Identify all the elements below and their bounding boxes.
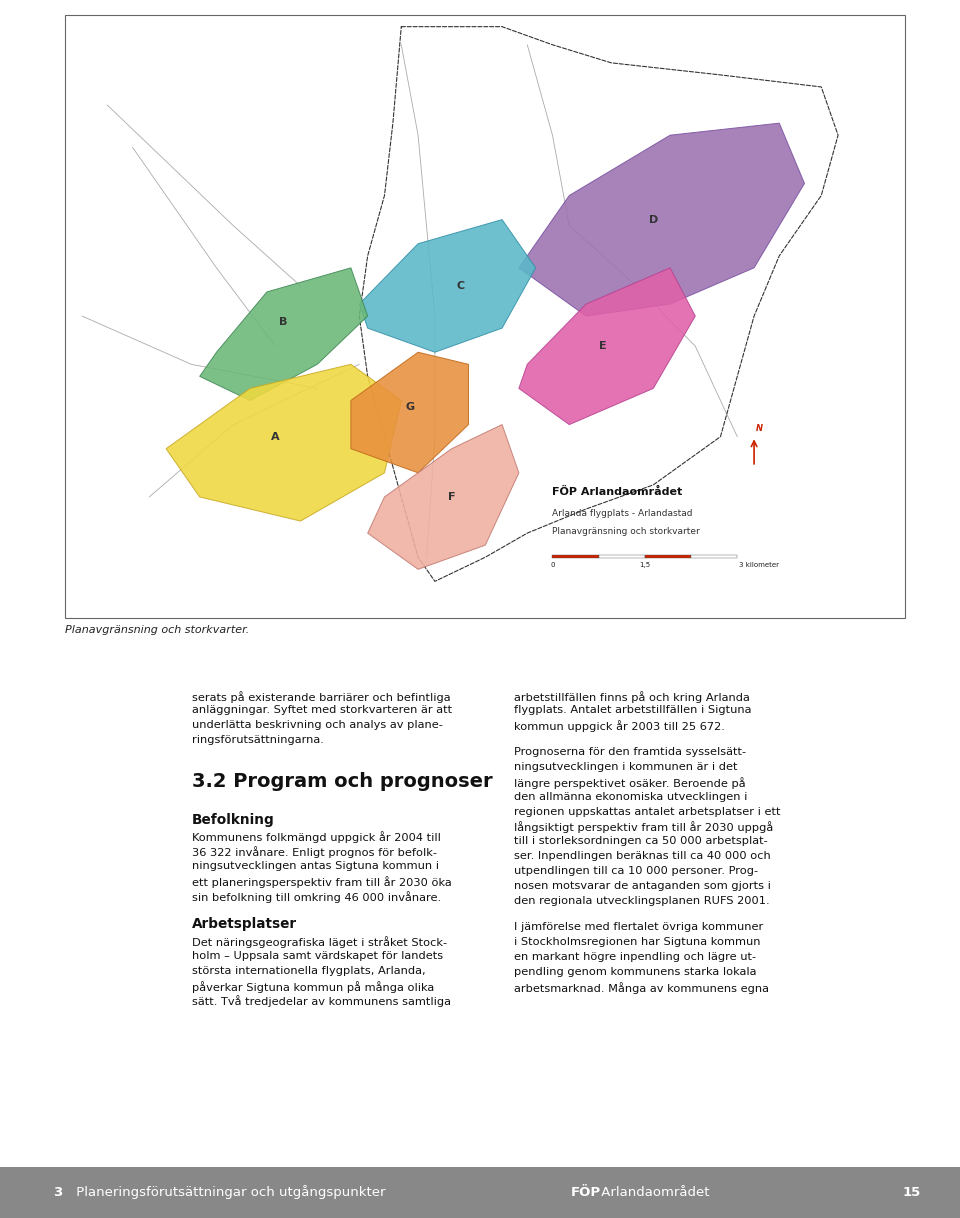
Polygon shape bbox=[518, 123, 804, 317]
Text: ser. Inpendlingen beräknas till ca 40 000 och: ser. Inpendlingen beräknas till ca 40 00… bbox=[514, 851, 770, 861]
Text: ningsutvecklingen i kommunen är i det: ningsutvecklingen i kommunen är i det bbox=[514, 762, 737, 772]
Text: D: D bbox=[649, 214, 658, 224]
Text: A: A bbox=[271, 431, 279, 442]
Text: C: C bbox=[456, 281, 464, 291]
Text: ningsutvecklingen antas Sigtuna kommun i: ningsutvecklingen antas Sigtuna kommun i bbox=[192, 861, 439, 871]
Polygon shape bbox=[200, 268, 368, 401]
Text: ringsförutsättningarna.: ringsförutsättningarna. bbox=[192, 736, 324, 745]
Text: 15: 15 bbox=[902, 1186, 921, 1199]
Text: sätt. Två tredjedelar av kommunens samtliga: sätt. Två tredjedelar av kommunens samtl… bbox=[192, 995, 451, 1007]
Text: Arbetsplatser: Arbetsplatser bbox=[192, 917, 298, 932]
Text: arbetsmarknad. Många av kommunens egna: arbetsmarknad. Många av kommunens egna bbox=[514, 982, 769, 994]
Bar bbox=[65, 15, 905, 618]
Text: nosen motsvarar de antaganden som gjorts i: nosen motsvarar de antaganden som gjorts… bbox=[514, 881, 771, 890]
Text: FÖP Arlandaområdet: FÖP Arlandaområdet bbox=[552, 487, 683, 497]
Bar bbox=[552, 555, 599, 558]
Text: 36 322 invånare. Enligt prognos för befolk-: 36 322 invånare. Enligt prognos för befo… bbox=[192, 847, 437, 857]
Bar bbox=[691, 555, 737, 558]
Text: i Stockholmsregionen har Sigtuna kommun: i Stockholmsregionen har Sigtuna kommun bbox=[514, 938, 760, 948]
Text: 3.2 Program och prognoser: 3.2 Program och prognoser bbox=[192, 772, 492, 792]
Text: Planavgränsning och storkvarter.: Planavgränsning och storkvarter. bbox=[65, 625, 250, 635]
Text: FÖP: FÖP bbox=[571, 1186, 601, 1199]
Text: påverkar Sigtuna kommun på många olika: påverkar Sigtuna kommun på många olika bbox=[192, 980, 434, 993]
Polygon shape bbox=[166, 364, 401, 521]
Text: sin befolkning till omkring 46 000 invånare.: sin befolkning till omkring 46 000 invån… bbox=[192, 890, 442, 903]
Text: den allmänna ekonomiska utvecklingen i: den allmänna ekonomiska utvecklingen i bbox=[514, 792, 747, 801]
Bar bbox=[645, 555, 691, 558]
Text: B: B bbox=[279, 317, 288, 328]
Bar bbox=[0, 1167, 960, 1218]
Text: största internationella flygplats, Arlanda,: största internationella flygplats, Arlan… bbox=[192, 966, 425, 976]
Text: Prognoserna för den framtida sysselsätt-: Prognoserna för den framtida sysselsätt- bbox=[514, 747, 746, 758]
Text: serats på existerande barriärer och befintliga: serats på existerande barriärer och befi… bbox=[192, 691, 450, 703]
Text: 3 kilometer: 3 kilometer bbox=[739, 563, 780, 569]
Text: Det näringsgeografiska läget i stråket Stock-: Det näringsgeografiska läget i stråket S… bbox=[192, 937, 447, 948]
Text: kommun uppgick år 2003 till 25 672.: kommun uppgick år 2003 till 25 672. bbox=[514, 720, 725, 732]
Text: E: E bbox=[599, 341, 607, 351]
Text: Befolkning: Befolkning bbox=[192, 812, 275, 827]
Text: Arlandaområdet: Arlandaområdet bbox=[597, 1186, 718, 1199]
Text: pendling genom kommunens starka lokala: pendling genom kommunens starka lokala bbox=[514, 967, 756, 977]
Polygon shape bbox=[368, 425, 518, 569]
Text: 0: 0 bbox=[550, 563, 555, 569]
Text: regionen uppskattas antalet arbetsplatser i ett: regionen uppskattas antalet arbetsplatse… bbox=[514, 806, 780, 816]
Polygon shape bbox=[351, 352, 468, 473]
Text: Planavgränsning och storkvarter: Planavgränsning och storkvarter bbox=[552, 527, 700, 536]
Text: arbetstillfällen finns på och kring Arlanda: arbetstillfällen finns på och kring Arla… bbox=[514, 691, 750, 703]
Text: ett planeringsperspektiv fram till år 2030 öka: ett planeringsperspektiv fram till år 20… bbox=[192, 876, 452, 888]
Text: G: G bbox=[405, 402, 415, 412]
Text: flygplats. Antalet arbetstillfällen i Sigtuna: flygplats. Antalet arbetstillfällen i Si… bbox=[514, 705, 751, 715]
Text: F: F bbox=[448, 492, 455, 502]
Text: I jämförelse med flertalet övriga kommuner: I jämförelse med flertalet övriga kommun… bbox=[514, 922, 763, 933]
Text: Planeringsförutsättningar och utgångspunkter: Planeringsförutsättningar och utgångspun… bbox=[72, 1185, 386, 1200]
Text: anläggningar. Syftet med storkvarteren är att: anläggningar. Syftet med storkvarteren ä… bbox=[192, 705, 452, 715]
Text: holm – Uppsala samt värdskapet för landets: holm – Uppsala samt värdskapet för lande… bbox=[192, 951, 444, 961]
Text: Arlanda flygplats - Arlandastad: Arlanda flygplats - Arlandastad bbox=[552, 509, 693, 518]
Text: längre perspektivet osäker. Beroende på: längre perspektivet osäker. Beroende på bbox=[514, 777, 745, 789]
Bar bbox=[599, 555, 645, 558]
Polygon shape bbox=[359, 219, 536, 352]
Text: till i storleksordningen ca 50 000 arbetsplat-: till i storleksordningen ca 50 000 arbet… bbox=[514, 837, 767, 847]
Text: underlätta beskrivning och analys av plane-: underlätta beskrivning och analys av pla… bbox=[192, 720, 443, 731]
Text: Kommunens folkmängd uppgick år 2004 till: Kommunens folkmängd uppgick år 2004 till bbox=[192, 832, 441, 843]
Polygon shape bbox=[518, 268, 695, 425]
Text: N: N bbox=[756, 424, 762, 432]
Text: långsiktigt perspektiv fram till år 2030 uppgå: långsiktigt perspektiv fram till år 2030… bbox=[514, 821, 773, 833]
Text: 3: 3 bbox=[53, 1186, 62, 1199]
Text: utpendlingen till ca 10 000 personer. Prog-: utpendlingen till ca 10 000 personer. Pr… bbox=[514, 866, 757, 876]
Text: en markant högre inpendling och lägre ut-: en markant högre inpendling och lägre ut… bbox=[514, 952, 756, 962]
Text: 1,5: 1,5 bbox=[639, 563, 651, 569]
Text: den regionala utvecklingsplanen RUFS 2001.: den regionala utvecklingsplanen RUFS 200… bbox=[514, 895, 769, 906]
